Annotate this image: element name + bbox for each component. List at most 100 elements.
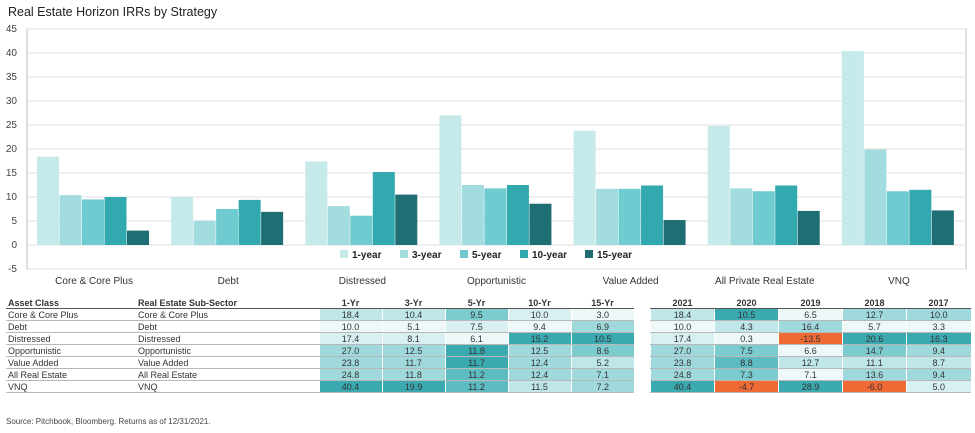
bar-10-year-4: [506, 185, 529, 245]
bar-3-year-4: [461, 185, 484, 245]
bar-5-year-5: [618, 188, 641, 245]
table-cell: 9.4: [507, 320, 571, 333]
bar-10-year-7: [909, 189, 932, 245]
table-cell: 12.5: [381, 344, 445, 357]
table-cell: 11.8: [381, 368, 445, 381]
table-cell: 11.5: [507, 380, 571, 393]
bar-10-year-5: [641, 185, 664, 245]
bar-15-year-3: [395, 194, 418, 245]
table-cell: 6.9: [570, 320, 634, 333]
x-tick-label: Opportunistic: [467, 276, 526, 287]
bar-15-year-6: [797, 210, 820, 245]
table-cell: 9.5: [444, 308, 508, 321]
table-cell: 18.4: [318, 308, 382, 321]
table-cell: 28.9: [778, 380, 843, 393]
table-cell: 15.2: [507, 332, 571, 345]
table-cell: 10.0: [650, 320, 715, 333]
x-tick-label: Distressed: [339, 276, 386, 287]
table-cell: 8.7: [906, 356, 971, 369]
table-row: 23.8 8.8 12.7 11.1 8.7: [650, 356, 971, 369]
table-row: 40.4 -4.7 28.9 -6.0 5.0: [650, 380, 971, 393]
table-cell: 5.0: [906, 380, 971, 393]
table-row: Opportunistic Opportunistic 27.0 12.5 11.8 12…: [6, 344, 634, 357]
table-cell: 5.1: [381, 320, 445, 333]
table-cell: -4.7: [714, 380, 779, 393]
table-cell: 12.5: [507, 344, 571, 357]
table-row: 18.4 10.5 6.5 12.7 10.0: [650, 308, 971, 321]
bar-15-year-1: [127, 230, 149, 245]
table-cell: 12.7: [778, 356, 843, 369]
table-cell: 7.2: [570, 380, 634, 393]
y-tick-label: 45: [6, 24, 18, 35]
bar-5-year-2: [216, 209, 239, 245]
table-cell: 13.6: [842, 368, 907, 381]
table-cell: 20.6: [842, 332, 907, 345]
column-header: 10-Yr: [508, 297, 571, 309]
table-cell: 16.4: [778, 320, 843, 333]
table-cell: All Real Estate: [136, 368, 319, 381]
bar-3-year-1: [59, 195, 82, 245]
bar-1-year-7: [841, 51, 864, 245]
table-cell: 12.4: [507, 368, 571, 381]
legend-swatch: [340, 250, 348, 258]
table-cell: Distressed: [136, 332, 319, 345]
table-cell: Distressed: [6, 332, 136, 345]
table-cell: VNQ: [136, 380, 319, 393]
bar-15-year-5: [663, 220, 686, 245]
table-cell: Opportunistic: [136, 344, 319, 357]
bar-1-year-5: [573, 130, 596, 245]
table-cell: Value Added: [136, 356, 319, 369]
table-cell: 10.0: [318, 320, 382, 333]
table-cell: 7.1: [570, 368, 634, 381]
legend-swatch: [520, 250, 528, 258]
bar-5-year-7: [886, 191, 909, 245]
table-cell: Core & Core Plus: [6, 308, 136, 321]
table-cell: 6.1: [444, 332, 508, 345]
column-header: 5-Yr: [445, 297, 508, 309]
table-row: VNQ VNQ 40.4 19.9 11.2 11.5 7.2: [6, 380, 634, 393]
y-tick-label: 25: [6, 120, 18, 131]
table-cell: 3.0: [570, 308, 634, 321]
table-header-row: Asset Class Real Estate Sub-Sector 1-Yr 3-Y…: [6, 297, 634, 309]
table-cell: -6.0: [842, 380, 907, 393]
table-row: 17.4 0.3 -13.5 20.6 16.3: [650, 332, 971, 345]
x-tick-label: Debt: [218, 276, 239, 287]
table-cell: 5.7: [842, 320, 907, 333]
table-cell: 4.3: [714, 320, 779, 333]
bar-5-year-4: [484, 188, 507, 245]
table-cell: 11.2: [444, 368, 508, 381]
column-header: 15-Yr: [571, 297, 634, 309]
bar-chart: -5 0 5 10 15 20 25 30 35 40 45 Core & Core Plus Debt…: [6, 24, 967, 287]
horizon-irr-table: Asset Class Real Estate Sub-Sector 1-Yr 3-Y…: [6, 297, 634, 393]
legend-swatch: [585, 250, 593, 258]
table-cell: 9.4: [906, 344, 971, 357]
table-cell: 17.4: [650, 332, 715, 345]
table-cell: 8.6: [570, 344, 634, 357]
table-row: Core & Core Plus Core & Core Plus 18.4 10.4…: [6, 308, 634, 321]
table-cell: 11.8: [444, 344, 508, 357]
bar-1-year-3: [305, 161, 328, 245]
y-tick-label: 0: [11, 240, 17, 251]
table-cell: Opportunistic: [6, 344, 136, 357]
table-cell: 8.8: [714, 356, 779, 369]
table-cell: 18.4: [650, 308, 715, 321]
column-header: 3-Yr: [382, 297, 445, 309]
table-cell: 7.5: [444, 320, 508, 333]
legend-label: 15-year: [597, 250, 632, 261]
table-cell: Debt: [136, 320, 319, 333]
table-cell: 10.5: [570, 332, 634, 345]
table-cell: 9.4: [906, 368, 971, 381]
bar-10-year-3: [372, 172, 395, 245]
table-row: 27.0 7.5 6.6 14.7 9.4: [650, 344, 971, 357]
y-tick-label: 30: [6, 96, 18, 107]
legend-label: 1-year: [352, 250, 382, 261]
table-cell: Core & Core Plus: [136, 308, 319, 321]
column-header: 1-Yr: [319, 297, 382, 309]
x-tick-label: Core & Core Plus: [55, 276, 133, 287]
bar-1-year-2: [171, 197, 194, 245]
bar-3-year-6: [730, 188, 753, 245]
table-cell: 16.3: [906, 332, 971, 345]
table-cell: 6.6: [778, 344, 843, 357]
table-cell: 12.4: [507, 356, 571, 369]
table-cell: 27.0: [650, 344, 715, 357]
